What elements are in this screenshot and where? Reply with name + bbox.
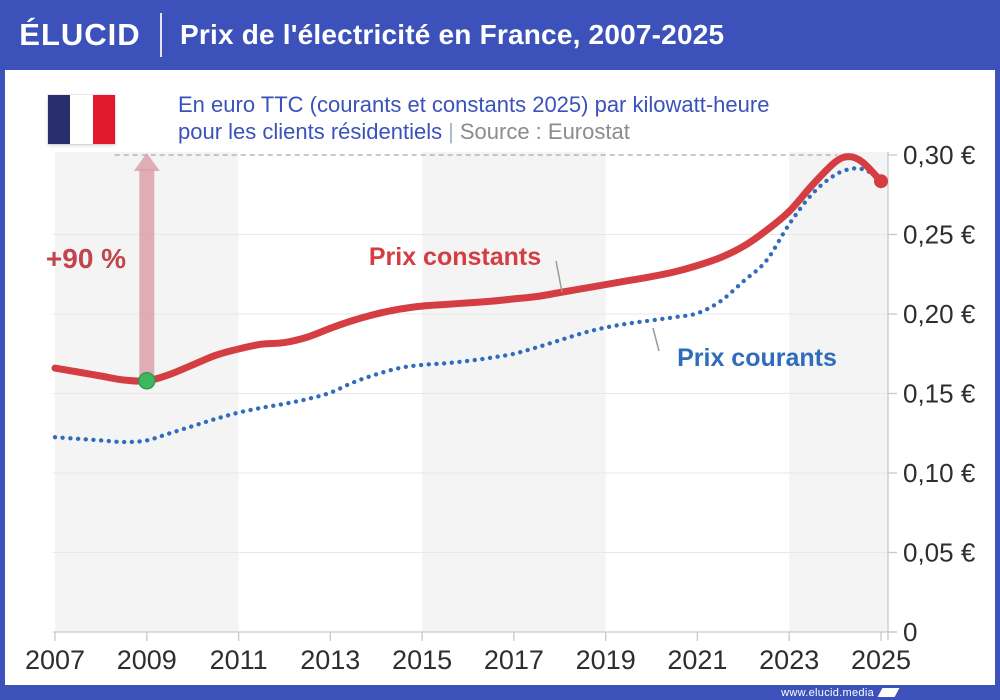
subtitle-source: Source : Eurostat xyxy=(459,119,630,144)
subtitle-separator: | xyxy=(448,119,454,144)
x-tick-label: 2017 xyxy=(484,645,544,675)
footer-url-link[interactable]: www.elucid.media xyxy=(781,686,874,699)
subtitle-line2: pour les clients résidentiels | Source : E… xyxy=(178,118,769,145)
y-tick-label: 0,25 € xyxy=(903,220,976,250)
subtitle-clients: pour les clients résidentiels xyxy=(178,119,443,144)
y-tick-label: 0,20 € xyxy=(903,299,976,329)
x-tick-label: 2019 xyxy=(576,645,636,675)
min-point-marker xyxy=(138,372,156,390)
x-tick-label: 2007 xyxy=(25,645,85,675)
x-tick-label: 2015 xyxy=(392,645,452,675)
y-tick-label: 0 xyxy=(903,617,917,647)
label-connector xyxy=(652,327,660,352)
flag-red-stripe xyxy=(92,95,115,144)
pct-increase-label: +90 % xyxy=(46,243,126,274)
x-tick-label: 2021 xyxy=(667,645,727,675)
x-tick-label: 2013 xyxy=(300,645,360,675)
end-point-marker xyxy=(874,174,888,189)
y-tick-label: 0,05 € xyxy=(903,538,976,568)
increase-arrow xyxy=(139,169,155,381)
subtitle-line1: En euro TTC (courants et constants 2025)… xyxy=(178,92,770,117)
x-tick-label: 2011 xyxy=(210,645,268,675)
y-tick-label: 0,10 € xyxy=(903,458,976,488)
x-tick-label: 2009 xyxy=(117,645,177,675)
x-tick-label: 2023 xyxy=(759,645,819,675)
header-divider xyxy=(160,13,162,57)
x-tick-label: 2025 xyxy=(851,645,911,675)
elucid-media-icon xyxy=(877,688,900,697)
elucid-logo: ÉLUCID xyxy=(19,17,141,52)
prix-constants-label: Prix constants xyxy=(369,243,541,271)
footer-bar: www.elucid.media xyxy=(0,685,1000,700)
y-tick-label: 0,30 € xyxy=(903,140,976,170)
chart-band xyxy=(422,152,606,632)
label-connector xyxy=(555,260,563,293)
chart-subtitle: En euro TTC (courants et constants 2025)… xyxy=(178,91,769,145)
flag-blue-stripe xyxy=(48,95,71,144)
y-tick-label: 0,15 € xyxy=(903,379,976,409)
france-flag-icon xyxy=(48,95,115,144)
header-bar: ÉLUCID Prix de l'électricité en France, … xyxy=(0,0,1000,70)
prix-courants-label: Prix courants xyxy=(677,344,837,372)
prix-constants-line xyxy=(51,153,885,385)
flag-white-stripe xyxy=(70,95,93,144)
chart-band xyxy=(789,152,888,632)
increase-arrow-head xyxy=(133,153,160,171)
page-title: Prix de l'électricité en France, 2007-20… xyxy=(180,19,725,50)
